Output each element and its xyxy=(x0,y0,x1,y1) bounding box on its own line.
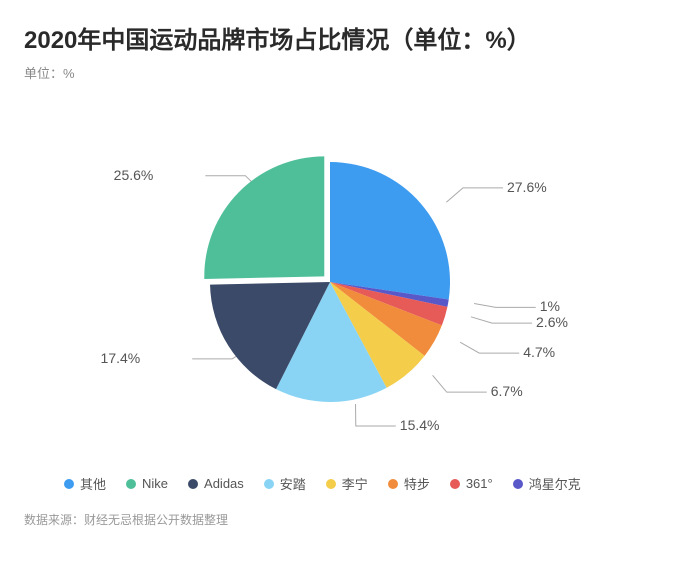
legend-item: Adidas xyxy=(188,474,244,493)
legend-dot-icon xyxy=(188,479,198,489)
legend-dot-icon xyxy=(326,479,336,489)
legend-label: Adidas xyxy=(204,476,244,491)
pie-slice xyxy=(204,156,324,279)
data-source: 数据来源：财经无忌根据公开数据整理 xyxy=(24,511,676,528)
legend-dot-icon xyxy=(126,479,136,489)
legend-item: Nike xyxy=(126,474,168,493)
legend-item: 361° xyxy=(450,474,493,493)
legend-dot-icon xyxy=(264,479,274,489)
legend-item: 李宁 xyxy=(326,474,368,493)
slice-label: 1% xyxy=(540,298,560,314)
slice-label: 27.6% xyxy=(507,179,547,195)
slice-label: 4.7% xyxy=(523,344,555,360)
legend-item: 安踏 xyxy=(264,474,306,493)
slice-label: 2.6% xyxy=(536,314,568,330)
chart-title: 2020年中国运动品牌市场占比情况（单位：%） xyxy=(24,20,676,55)
slice-label: 25.6% xyxy=(114,167,154,183)
legend-label: Nike xyxy=(142,476,168,491)
legend-label: 特步 xyxy=(404,474,430,493)
legend-label: 安踏 xyxy=(280,474,306,493)
legend-dot-icon xyxy=(450,479,460,489)
legend-dot-icon xyxy=(513,479,523,489)
legend-label: 李宁 xyxy=(342,474,368,493)
legend-label: 其他 xyxy=(80,474,106,493)
pie-slice xyxy=(330,162,450,299)
legend-item: 特步 xyxy=(388,474,430,493)
legend-dot-icon xyxy=(388,479,398,489)
legend-dot-icon xyxy=(64,479,74,489)
legend: 其他 Nike Adidas 安踏 李宁 特步 361° 鸿星尔克 xyxy=(24,474,676,493)
slice-label: 17.4% xyxy=(101,350,141,366)
legend-item: 鸿星尔克 xyxy=(513,474,581,493)
slice-label: 6.7% xyxy=(491,383,523,399)
legend-label: 鸿星尔克 xyxy=(529,474,581,493)
slice-label: 15.4% xyxy=(400,417,440,433)
pie-svg xyxy=(0,102,700,462)
chart-subtitle: 单位：% xyxy=(24,63,676,82)
legend-label: 361° xyxy=(466,476,493,491)
pie-chart: 27.6% 1%2.6% 4.7% 6.7% 15.4% 17.4% 25.6% xyxy=(24,102,676,462)
legend-item: 其他 xyxy=(64,474,106,493)
